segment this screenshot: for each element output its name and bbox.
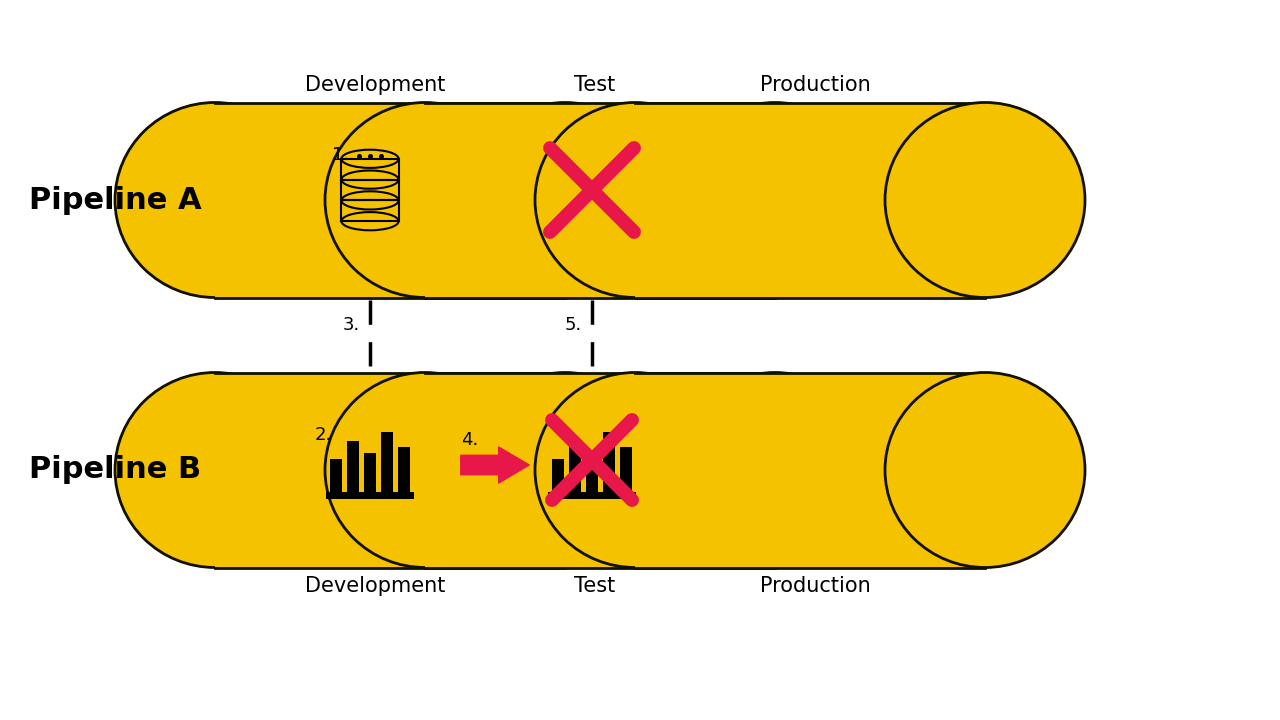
- Polygon shape: [425, 372, 774, 567]
- Text: Development: Development: [305, 74, 445, 94]
- Polygon shape: [398, 447, 410, 492]
- Ellipse shape: [884, 102, 1085, 297]
- Polygon shape: [215, 372, 564, 567]
- Text: Test: Test: [575, 74, 616, 94]
- Text: Development: Development: [305, 575, 445, 595]
- Ellipse shape: [115, 102, 315, 297]
- Polygon shape: [620, 447, 631, 492]
- Ellipse shape: [535, 372, 735, 567]
- Ellipse shape: [325, 102, 525, 297]
- Text: 4.: 4.: [461, 431, 479, 449]
- Text: 5.: 5.: [564, 316, 582, 334]
- Polygon shape: [330, 459, 343, 492]
- Ellipse shape: [675, 372, 876, 567]
- Ellipse shape: [884, 372, 1085, 567]
- Polygon shape: [347, 441, 360, 492]
- Polygon shape: [570, 441, 581, 492]
- Polygon shape: [364, 453, 376, 492]
- Text: 1.: 1.: [332, 146, 349, 164]
- Polygon shape: [381, 432, 393, 492]
- Ellipse shape: [535, 102, 735, 297]
- Text: 2.: 2.: [315, 426, 333, 444]
- Text: Pipeline B: Pipeline B: [29, 456, 201, 485]
- Text: Production: Production: [759, 575, 870, 595]
- Text: Pipeline A: Pipeline A: [28, 186, 201, 215]
- Polygon shape: [603, 432, 614, 492]
- Ellipse shape: [465, 102, 666, 297]
- Ellipse shape: [675, 102, 876, 297]
- Ellipse shape: [465, 372, 666, 567]
- Ellipse shape: [115, 372, 315, 567]
- FancyArrowPatch shape: [461, 447, 529, 483]
- Polygon shape: [553, 459, 564, 492]
- Polygon shape: [215, 102, 564, 297]
- Polygon shape: [586, 453, 598, 492]
- Text: Production: Production: [759, 74, 870, 94]
- Polygon shape: [635, 372, 986, 567]
- Polygon shape: [425, 102, 774, 297]
- Polygon shape: [548, 492, 636, 499]
- Text: 3.: 3.: [343, 316, 360, 334]
- Polygon shape: [325, 492, 415, 499]
- Ellipse shape: [325, 372, 525, 567]
- Text: Test: Test: [575, 575, 616, 595]
- Polygon shape: [635, 102, 986, 297]
